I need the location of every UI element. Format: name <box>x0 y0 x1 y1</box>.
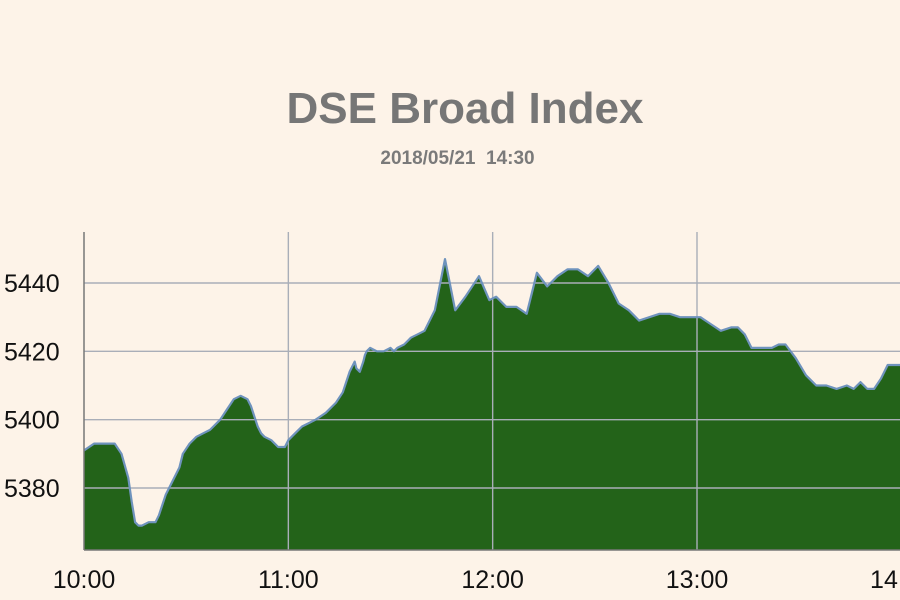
chart-subtitle-timestamp: 2018/05/21 14:30 <box>380 148 535 169</box>
x-tick-label: 14:00 <box>870 566 900 594</box>
y-tick-label: 5440 <box>4 270 60 298</box>
axes <box>83 232 900 551</box>
y-axis-tick-labels: 5380 5400 5420 5440 <box>4 270 60 503</box>
chart-title: DSE Broad Index <box>286 84 644 133</box>
y-tick-label: 5420 <box>4 338 60 366</box>
y-tick-label: 5400 <box>4 407 60 435</box>
x-tick-label: 12:00 <box>461 566 524 594</box>
x-tick-label: 11:00 <box>258 566 319 594</box>
series-line <box>83 258 900 527</box>
x-tick-label: 10:00 <box>53 566 116 594</box>
x-tick-label: 13:00 <box>666 566 729 594</box>
x-axis-tick-labels: 10:00 11:00 12:00 13:00 14:00 <box>53 566 900 594</box>
y-tick-label: 5380 <box>4 475 60 503</box>
